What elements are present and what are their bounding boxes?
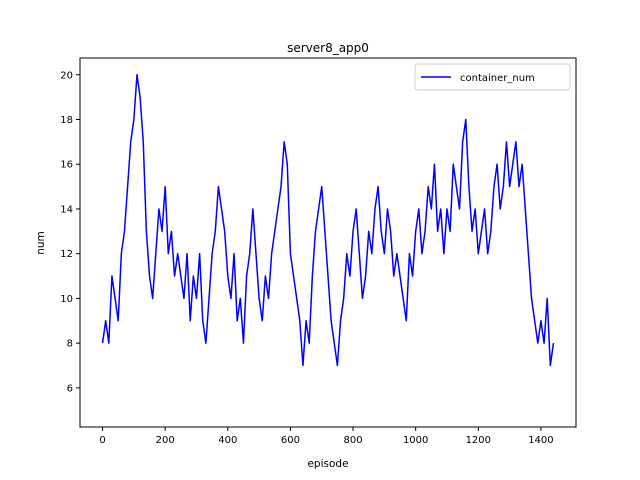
y-tick-label: 14 — [60, 204, 73, 215]
y-tick-label: 16 — [60, 160, 73, 171]
x-tick-label: 400 — [218, 435, 237, 446]
plot-area — [101, 74, 555, 367]
y-axis: 6 8 10 12 14 16 18 20 — [60, 70, 80, 394]
legend-box — [414, 63, 571, 91]
x-tick-label: 1000 — [403, 435, 428, 446]
y-axis-label: num — [35, 231, 47, 255]
x-tick-label: 1200 — [466, 435, 491, 446]
x-axis-label: episode — [307, 458, 348, 470]
x-tick-label: 1400 — [528, 435, 553, 446]
x-tick-label: 0 — [99, 435, 105, 446]
x-tick-label: 200 — [156, 435, 175, 446]
y-tick-label: 12 — [60, 249, 73, 260]
x-axis: 0 200 400 600 800 1000 1200 1400 — [99, 427, 554, 446]
y-tick-label: 10 — [60, 294, 73, 305]
y-tick-label: 20 — [60, 70, 73, 81]
y-tick-label: 8 — [67, 339, 73, 350]
x-tick-label: 800 — [344, 435, 363, 446]
x-tick-label: 600 — [281, 435, 300, 446]
plot-frame — [79, 57, 577, 428]
series-line-container_num — [101, 74, 555, 367]
chart-title: server8_app0 — [287, 41, 369, 55]
y-tick-label: 6 — [67, 383, 73, 394]
y-tick-label: 18 — [60, 115, 73, 126]
legend: container_num — [414, 63, 571, 91]
legend-label: container_num — [460, 73, 535, 84]
